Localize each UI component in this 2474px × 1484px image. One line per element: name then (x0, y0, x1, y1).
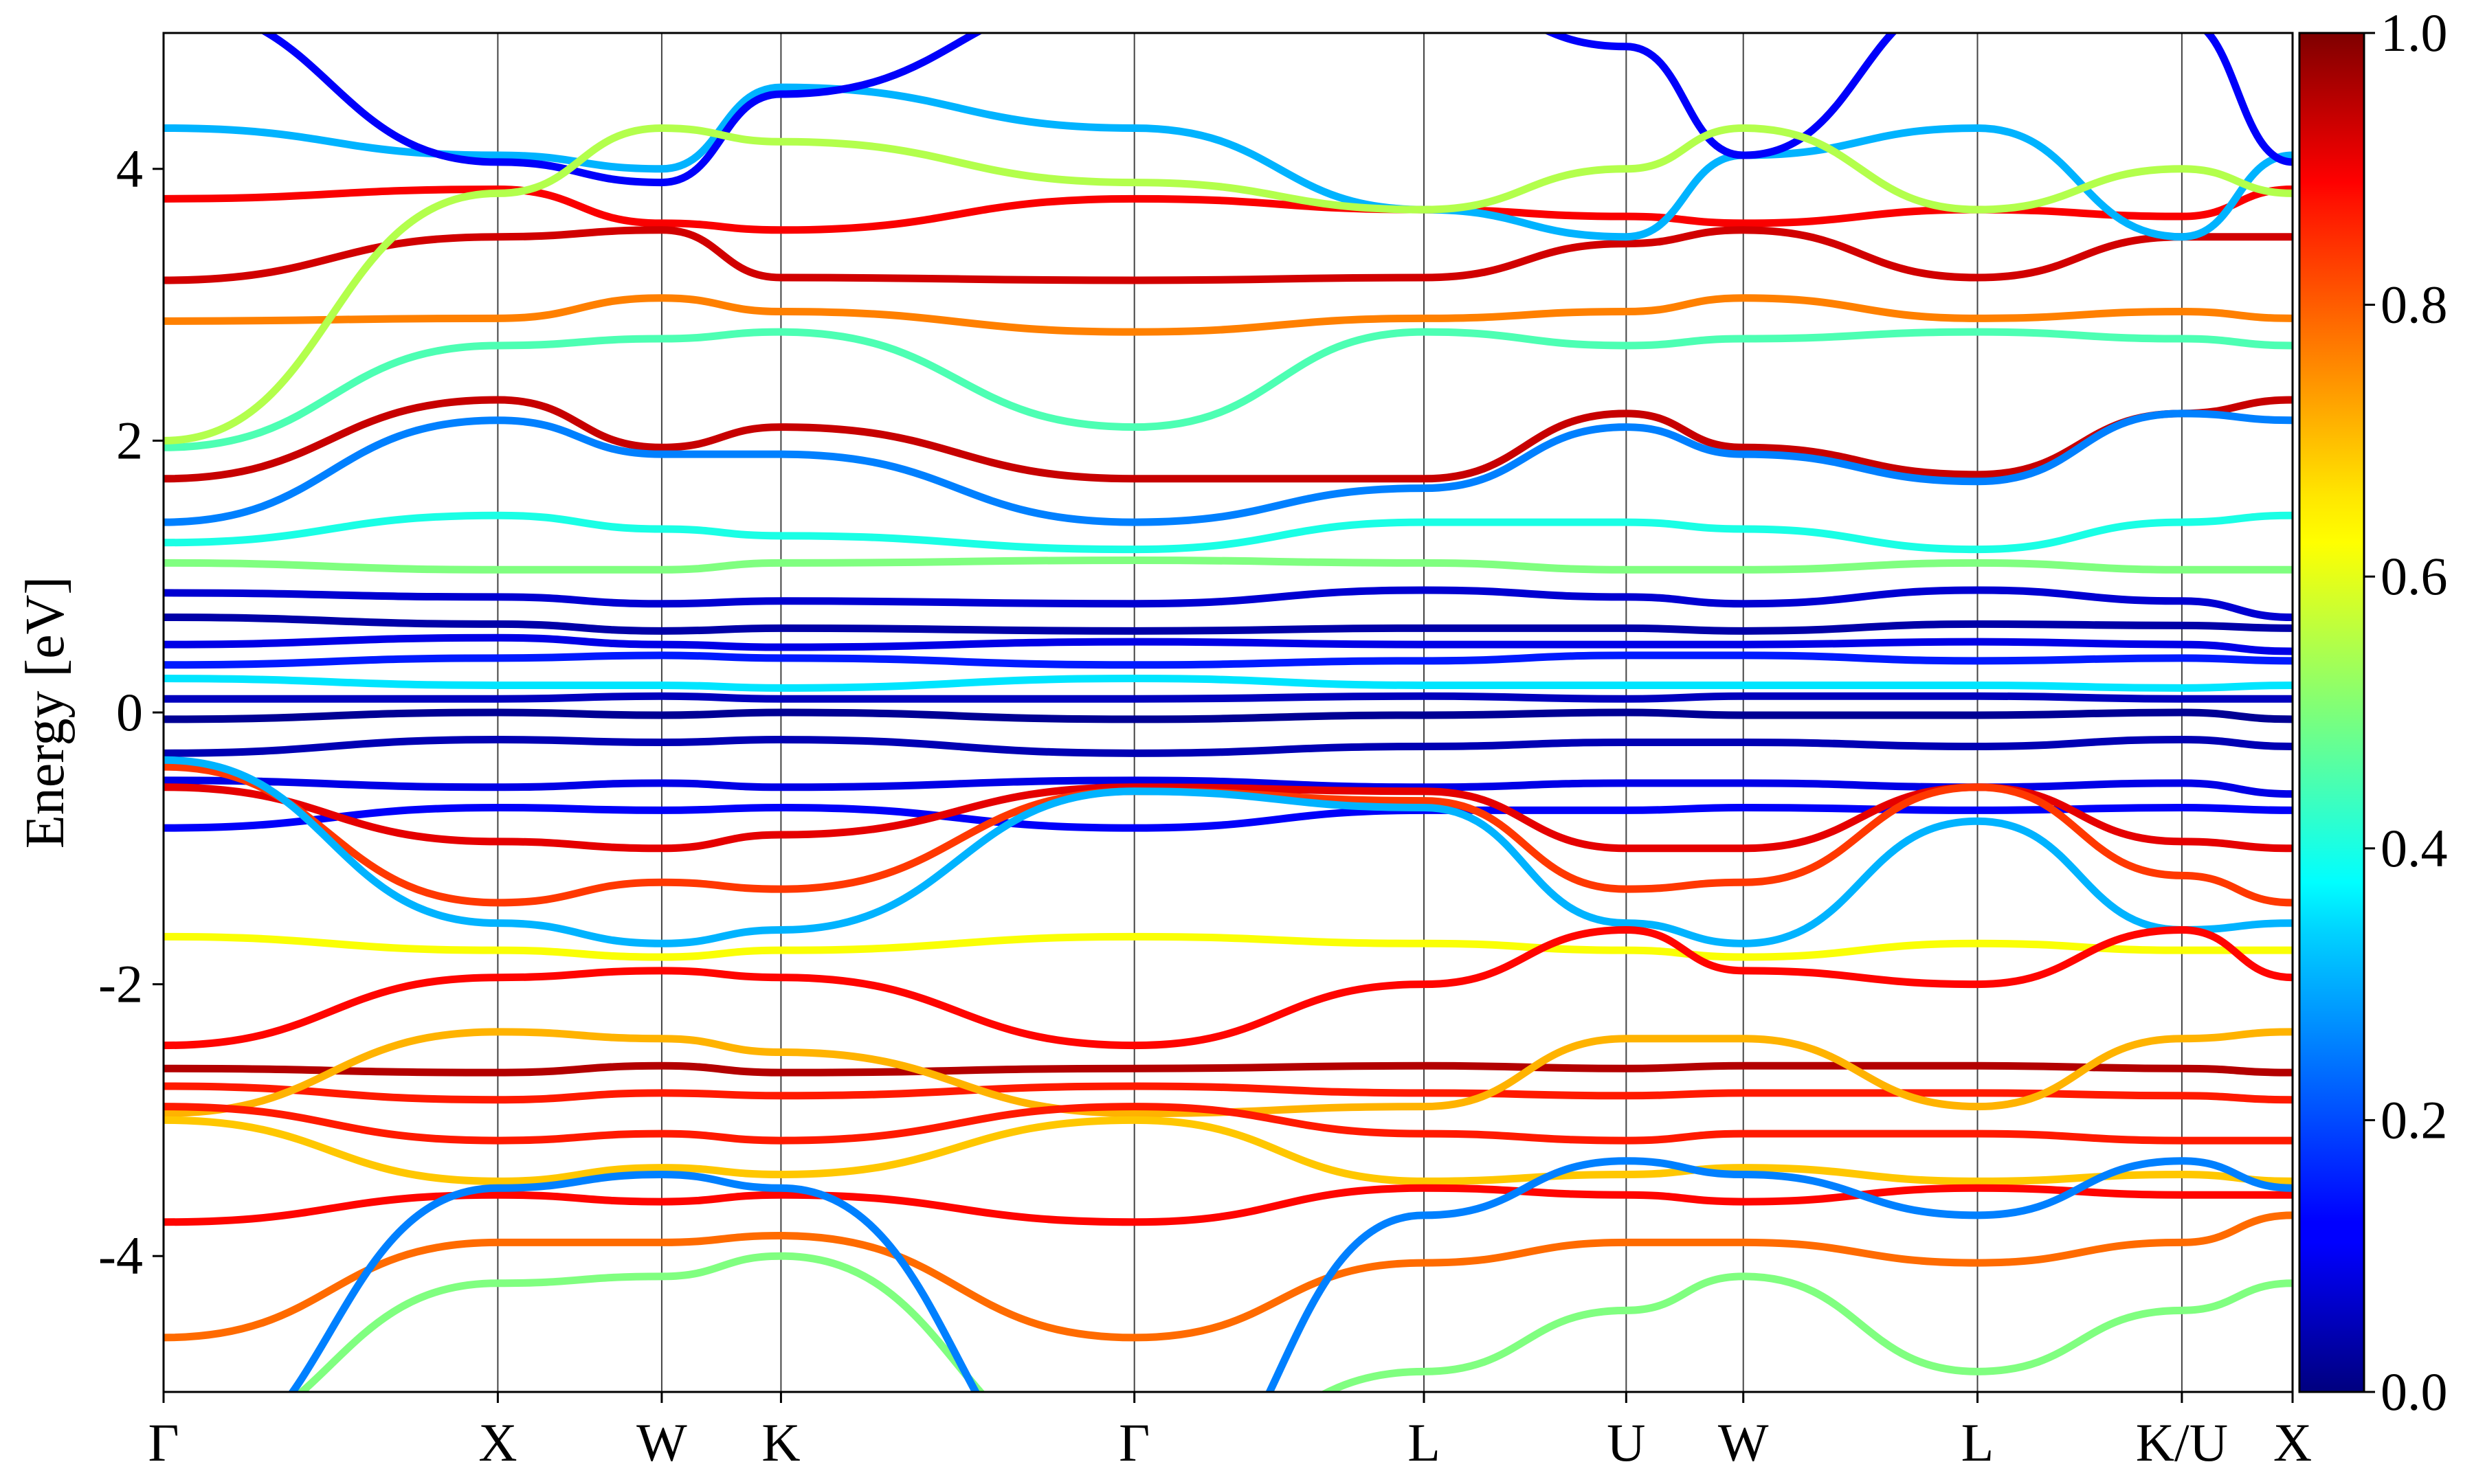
x-tick-label: W (1718, 1413, 1769, 1472)
x-tick-label: Γ (1119, 1413, 1150, 1472)
x-tick-label: X (2273, 1413, 2312, 1472)
colorbar-tick-label: 0.2 (2381, 1090, 2448, 1149)
band-line (164, 1082, 2293, 1104)
band-line (164, 708, 2293, 723)
band-line (164, 1211, 2293, 1342)
x-tick-label: K/U (2136, 1413, 2228, 1472)
colorbar-tick-label: 0.6 (2381, 546, 2448, 606)
band-lines (164, 33, 2293, 1392)
band-line (164, 1184, 2293, 1226)
band-line (164, 1028, 2293, 1118)
colorbar-tick-label: 0.8 (2381, 275, 2448, 335)
band-line (296, 1252, 2293, 1392)
band-line (164, 736, 2293, 757)
x-tick-label: X (478, 1413, 517, 1472)
x-tick-label: K (761, 1413, 800, 1472)
y-tick-label: 2 (116, 410, 143, 470)
band-line (164, 756, 2293, 947)
colorbar-ticks: 0.0 0.2 0.4 0.6 0.8 1.0 (2364, 3, 2448, 1421)
x-tick-label: U (1607, 1413, 1645, 1472)
band-line (164, 1116, 2293, 1185)
band-line (164, 633, 2293, 655)
band-line (164, 614, 2293, 635)
band-line (164, 932, 2293, 961)
x-axis-ticks: Γ X W K Γ L U W L K/U X (148, 1392, 2312, 1472)
band-line (164, 763, 2293, 907)
x-tick-label: L (1961, 1413, 1994, 1472)
band-line (164, 1103, 2293, 1145)
band-line (164, 328, 2293, 451)
y-tick-label: -4 (98, 1226, 143, 1285)
x-tick-label: Γ (148, 1413, 179, 1472)
colorbar-tick-label: 0.4 (2381, 818, 2448, 878)
x-tick-label: W (636, 1413, 687, 1472)
band-line (259, 33, 2293, 187)
y-axis-label: Energy [eV] (15, 576, 76, 848)
band-line (164, 556, 2293, 574)
band-line (164, 511, 2293, 554)
colorbar-tick-label: 1.0 (2381, 3, 2448, 63)
band-line (164, 294, 2293, 336)
band-line (164, 409, 2293, 526)
colorbar (2298, 32, 2365, 1393)
band-line (164, 675, 2293, 692)
band-line (164, 925, 2293, 1050)
y-tick-label: 4 (116, 139, 143, 199)
y-tick-label: -2 (98, 954, 143, 1014)
band-line (288, 1157, 2293, 1392)
band-line (164, 83, 2293, 241)
band-line (164, 226, 2293, 284)
y-axis-ticks: -4 -2 0 2 4 (98, 139, 164, 1285)
band-line (164, 803, 2293, 832)
y-tick-label: 0 (116, 682, 143, 742)
band-line (164, 396, 2293, 483)
band-line (164, 124, 2293, 445)
colorbar-tick-label: 0.0 (2381, 1362, 2448, 1421)
band-line (164, 651, 2293, 669)
band-line (164, 692, 2293, 703)
x-tick-label: L (1407, 1413, 1440, 1472)
band-line (164, 1061, 2293, 1077)
band-line (164, 586, 2293, 622)
